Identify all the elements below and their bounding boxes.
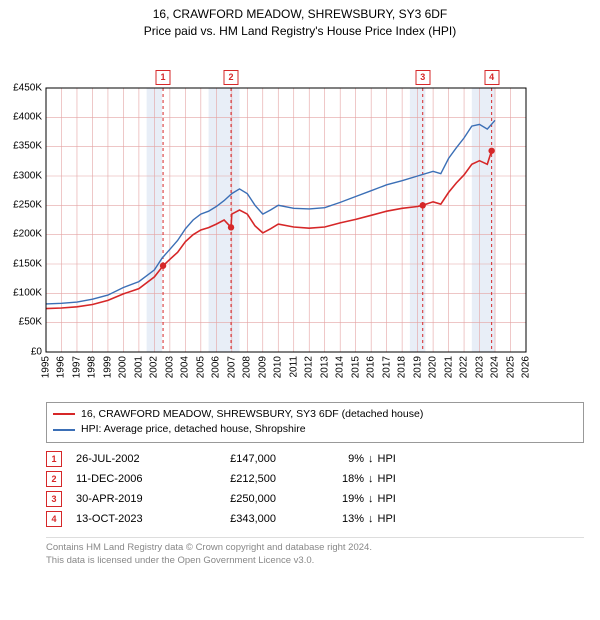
x-tick-label: 2024 — [490, 356, 501, 378]
x-tick-label: 1995 — [41, 356, 52, 378]
x-tick-label: 1999 — [102, 356, 113, 378]
x-tick-label: 2006 — [211, 356, 222, 378]
sale-marker-flag: 4 — [484, 70, 499, 85]
sale-date: 13-OCT-2023 — [76, 513, 186, 525]
sale-diff-percent: 9% — [304, 453, 364, 465]
sale-price: £147,000 — [186, 453, 304, 465]
footnote: Contains HM Land Registry data © Crown c… — [46, 537, 584, 568]
sale-row-marker: 3 — [46, 491, 62, 507]
chart-svg — [0, 40, 540, 360]
sale-price: £212,500 — [186, 473, 304, 485]
down-arrow-icon: ↓ — [364, 493, 378, 505]
y-tick-label: £150K — [13, 258, 42, 269]
sale-row-marker: 2 — [46, 471, 62, 487]
x-tick-label: 2000 — [118, 356, 129, 378]
x-tick-label: 2021 — [443, 356, 454, 378]
x-tick-label: 2023 — [474, 356, 485, 378]
sale-row: 1 26-JUL-2002 £147,000 9% ↓ HPI — [46, 449, 584, 469]
legend-item: HPI: Average price, detached house, Shro… — [53, 422, 577, 438]
legend-swatch — [53, 413, 75, 415]
price-chart: £0£50K£100K£150K£200K£250K£300K£350K£400… — [0, 40, 540, 396]
legend-label: 16, CRAWFORD MEADOW, SHREWSBURY, SY3 6DF… — [81, 407, 423, 423]
x-tick-label: 1996 — [56, 356, 67, 378]
x-tick-label: 2018 — [397, 356, 408, 378]
x-tick-label: 2014 — [335, 356, 346, 378]
sale-diff-vs: HPI — [378, 493, 396, 505]
sale-diff-percent: 18% — [304, 473, 364, 485]
sale-date: 30-APR-2019 — [76, 493, 186, 505]
x-tick-label: 2005 — [195, 356, 206, 378]
down-arrow-icon: ↓ — [364, 453, 378, 465]
x-tick-label: 2008 — [242, 356, 253, 378]
sale-row: 2 11-DEC-2006 £212,500 18% ↓ HPI — [46, 469, 584, 489]
x-tick-label: 2025 — [505, 356, 516, 378]
chart-title-subtitle: Price paid vs. HM Land Registry's House … — [0, 23, 600, 40]
y-tick-label: £50K — [19, 317, 42, 328]
sale-diff-vs: HPI — [378, 513, 396, 525]
footnote-line-1: Contains HM Land Registry data © Crown c… — [46, 542, 584, 555]
sale-row: 3 30-APR-2019 £250,000 19% ↓ HPI — [46, 489, 584, 509]
sale-diff-percent: 13% — [304, 513, 364, 525]
x-tick-label: 2015 — [350, 356, 361, 378]
y-tick-label: £350K — [13, 141, 42, 152]
x-tick-label: 2009 — [257, 356, 268, 378]
y-tick-label: £100K — [13, 287, 42, 298]
chart-title-address: 16, CRAWFORD MEADOW, SHREWSBURY, SY3 6DF — [0, 6, 600, 23]
x-tick-label: 2010 — [273, 356, 284, 378]
sale-price: £250,000 — [186, 493, 304, 505]
sale-row: 4 13-OCT-2023 £343,000 13% ↓ HPI — [46, 509, 584, 529]
sale-marker-flag: 1 — [156, 70, 171, 85]
x-tick-label: 2012 — [304, 356, 315, 378]
x-tick-label: 2002 — [149, 356, 160, 378]
footnote-line-2: This data is licensed under the Open Gov… — [46, 555, 584, 568]
sale-diff-vs: HPI — [378, 473, 396, 485]
down-arrow-icon: ↓ — [364, 513, 378, 525]
sale-diff-vs: HPI — [378, 453, 396, 465]
sales-table: 1 26-JUL-2002 £147,000 9% ↓ HPI 2 11-DEC… — [46, 449, 584, 529]
y-tick-label: £250K — [13, 199, 42, 210]
sale-row-marker: 1 — [46, 451, 62, 467]
y-tick-label: £300K — [13, 170, 42, 181]
x-tick-label: 2020 — [428, 356, 439, 378]
down-arrow-icon: ↓ — [364, 473, 378, 485]
x-tick-label: 2013 — [319, 356, 330, 378]
legend-item: 16, CRAWFORD MEADOW, SHREWSBURY, SY3 6DF… — [53, 407, 577, 423]
x-tick-label: 2003 — [164, 356, 175, 378]
x-tick-label: 2016 — [366, 356, 377, 378]
x-tick-label: 1998 — [87, 356, 98, 378]
y-tick-label: £200K — [13, 229, 42, 240]
legend-label: HPI: Average price, detached house, Shro… — [81, 422, 306, 438]
sale-diff-percent: 19% — [304, 493, 364, 505]
x-tick-label: 2022 — [459, 356, 470, 378]
y-tick-label: £400K — [13, 111, 42, 122]
x-tick-label: 2017 — [381, 356, 392, 378]
sale-row-marker: 4 — [46, 511, 62, 527]
chart-title-block: 16, CRAWFORD MEADOW, SHREWSBURY, SY3 6DF… — [0, 0, 600, 40]
legend-swatch — [53, 429, 75, 431]
x-tick-label: 2007 — [226, 356, 237, 378]
x-tick-label: 2004 — [180, 356, 191, 378]
sale-date: 26-JUL-2002 — [76, 453, 186, 465]
x-tick-label: 2001 — [133, 356, 144, 378]
x-tick-label: 1997 — [71, 356, 82, 378]
legend: 16, CRAWFORD MEADOW, SHREWSBURY, SY3 6DF… — [46, 402, 584, 444]
y-tick-label: £450K — [13, 82, 42, 93]
x-tick-label: 2011 — [288, 356, 299, 378]
x-tick-label: 2019 — [412, 356, 423, 378]
sale-price: £343,000 — [186, 513, 304, 525]
sale-marker-flag: 3 — [415, 70, 430, 85]
x-tick-label: 2026 — [521, 356, 532, 378]
sale-date: 11-DEC-2006 — [76, 473, 186, 485]
sale-marker-flag: 2 — [224, 70, 239, 85]
